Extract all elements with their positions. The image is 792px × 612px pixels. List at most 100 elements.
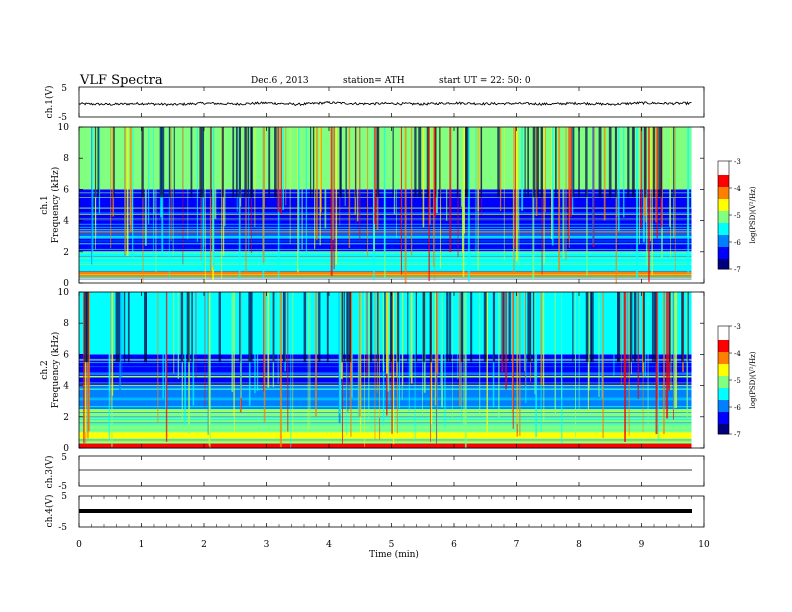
ch1-ytick-bottom: -5 — [58, 113, 67, 123]
colorbar-segment — [718, 402, 729, 405]
spectrogram-quiet-streak — [218, 292, 221, 363]
colorbar-segment — [718, 420, 729, 423]
spectrogram-quiet-streak — [310, 127, 312, 198]
spectrogram-quiet-streak — [377, 292, 379, 363]
colorbar-segment — [718, 422, 729, 425]
spectrogram-sferic — [512, 292, 514, 429]
spectrogram-sferic — [486, 292, 488, 437]
spectrogram-tone-line — [79, 418, 692, 420]
spectrogram-sferic — [289, 127, 291, 245]
spectrogram-sferic — [499, 127, 502, 211]
spectrogram-sferic — [129, 127, 132, 232]
spectrogram-sferic — [277, 292, 279, 384]
spectrogram-quiet-streak — [527, 127, 529, 198]
spectrogram-sferic — [347, 292, 349, 412]
spectrogram-sferic — [673, 292, 674, 410]
colorbar-segment — [718, 181, 729, 184]
spectrogram-quiet-streak — [536, 127, 539, 198]
ch4-ytick-top: 5 — [61, 492, 67, 502]
colorbar-tick-label: -3 — [734, 323, 741, 331]
colorbar-segment — [718, 199, 729, 202]
colorbar-segment — [718, 428, 729, 431]
spectrogram-sferic — [245, 127, 247, 274]
colorbar-segment — [718, 340, 729, 343]
spectrogram-sferic — [551, 127, 554, 246]
spectrogram-quiet-streak — [627, 127, 630, 198]
spectrogram-tone-line — [79, 376, 692, 378]
spectrogram-sferic — [335, 127, 338, 265]
spectrogram-sferic — [668, 292, 671, 391]
spectrogram-sferic — [240, 292, 242, 399]
spectrogram-sferic — [519, 292, 521, 436]
spectrogram-quiet-streak — [590, 292, 594, 363]
spectrogram-quiet-streak — [465, 127, 469, 198]
spectrogram-quiet-streak — [681, 292, 684, 363]
spectrogram-sferic — [396, 127, 397, 238]
colorbar-segment — [718, 370, 729, 373]
colorbar-segment — [718, 205, 729, 208]
spectrogram-sferic — [463, 292, 465, 424]
spectrogram-sferic — [467, 127, 470, 282]
spectrogram-quiet-streak — [369, 292, 373, 363]
colorbar-segment — [718, 356, 729, 359]
spectrogram-quiet-streak — [268, 127, 271, 198]
spectrogram-sferic — [187, 127, 189, 240]
spectrogram-sferic — [657, 292, 659, 442]
colorbar-segment — [718, 173, 729, 176]
spectrogram-sferic — [121, 292, 123, 378]
spectrogram-quiet-streak — [127, 292, 130, 363]
spectrogram-quiet-streak — [508, 292, 511, 363]
spectrogram-quiet-streak — [414, 127, 417, 198]
spectrogram-quiet-streak — [191, 292, 193, 363]
spectrogram-sferic — [290, 292, 292, 448]
colorbar-segment — [718, 338, 729, 341]
spectrogram-quiet-streak — [343, 292, 345, 363]
colorbar-segment — [718, 350, 729, 353]
spectrogram-band — [79, 278, 692, 283]
time-tick-label: 5 — [389, 540, 395, 550]
spectrogram-quiet-streak — [85, 292, 89, 363]
colorbar-segment — [718, 414, 729, 417]
freq-tick-label: 6 — [63, 350, 69, 360]
spectrogram-sferic — [382, 292, 385, 371]
spectrogram-tone-line — [79, 420, 692, 422]
spectrogram-sferic — [396, 292, 399, 434]
spectrogram-quiet-streak — [643, 292, 645, 363]
spectrogram-quiet-streak — [435, 127, 437, 198]
spectrogram-quiet-streak — [390, 292, 393, 363]
colorbar-segment — [718, 380, 729, 383]
spectrogram-quiet-streak — [528, 292, 532, 363]
spectrogram-sferic — [601, 292, 603, 399]
spectrogram-sferic — [562, 127, 565, 258]
spectrogram-quiet-streak — [113, 127, 115, 198]
time-tick-label: 3 — [264, 540, 270, 550]
spectrogram-sferic — [540, 292, 542, 386]
spectrogram-quiet-streak — [141, 127, 144, 198]
spectrogram-sferic — [108, 292, 110, 392]
spectrogram-sferic — [355, 127, 357, 224]
colorbar-segment — [718, 189, 729, 192]
spectrogram-sferic — [92, 127, 94, 271]
colorbar-segment — [718, 245, 729, 248]
colorbar-segment — [718, 408, 729, 411]
spectrogram-sferic — [414, 292, 416, 442]
spectrogram-sferic — [647, 292, 649, 430]
spectrogram-quiet-streak — [687, 292, 689, 363]
colorbar-tick-label: -4 — [734, 185, 741, 193]
spectrogram-sferic — [479, 292, 481, 414]
spectrogram-sferic — [457, 292, 459, 380]
freq-tick-label: 2 — [63, 413, 69, 423]
spectrogram-tone-line — [79, 424, 692, 426]
ch1-freq-ylabel: Frequency (kHz) — [50, 167, 61, 244]
spectrogram-sferic — [561, 292, 563, 443]
time-tick-label: 0 — [76, 540, 82, 550]
spectrogram-sferic — [534, 292, 536, 395]
spectrogram-sferic — [663, 292, 665, 435]
colorbar-segment — [718, 233, 729, 236]
spectrogram-quiet-streak — [312, 127, 315, 198]
spectrogram-sferic — [401, 292, 403, 400]
colorbar-segment — [718, 171, 729, 174]
spectrogram-sferic — [263, 292, 266, 422]
colorbar-segment — [718, 239, 729, 242]
colorbar-segment — [718, 261, 729, 264]
